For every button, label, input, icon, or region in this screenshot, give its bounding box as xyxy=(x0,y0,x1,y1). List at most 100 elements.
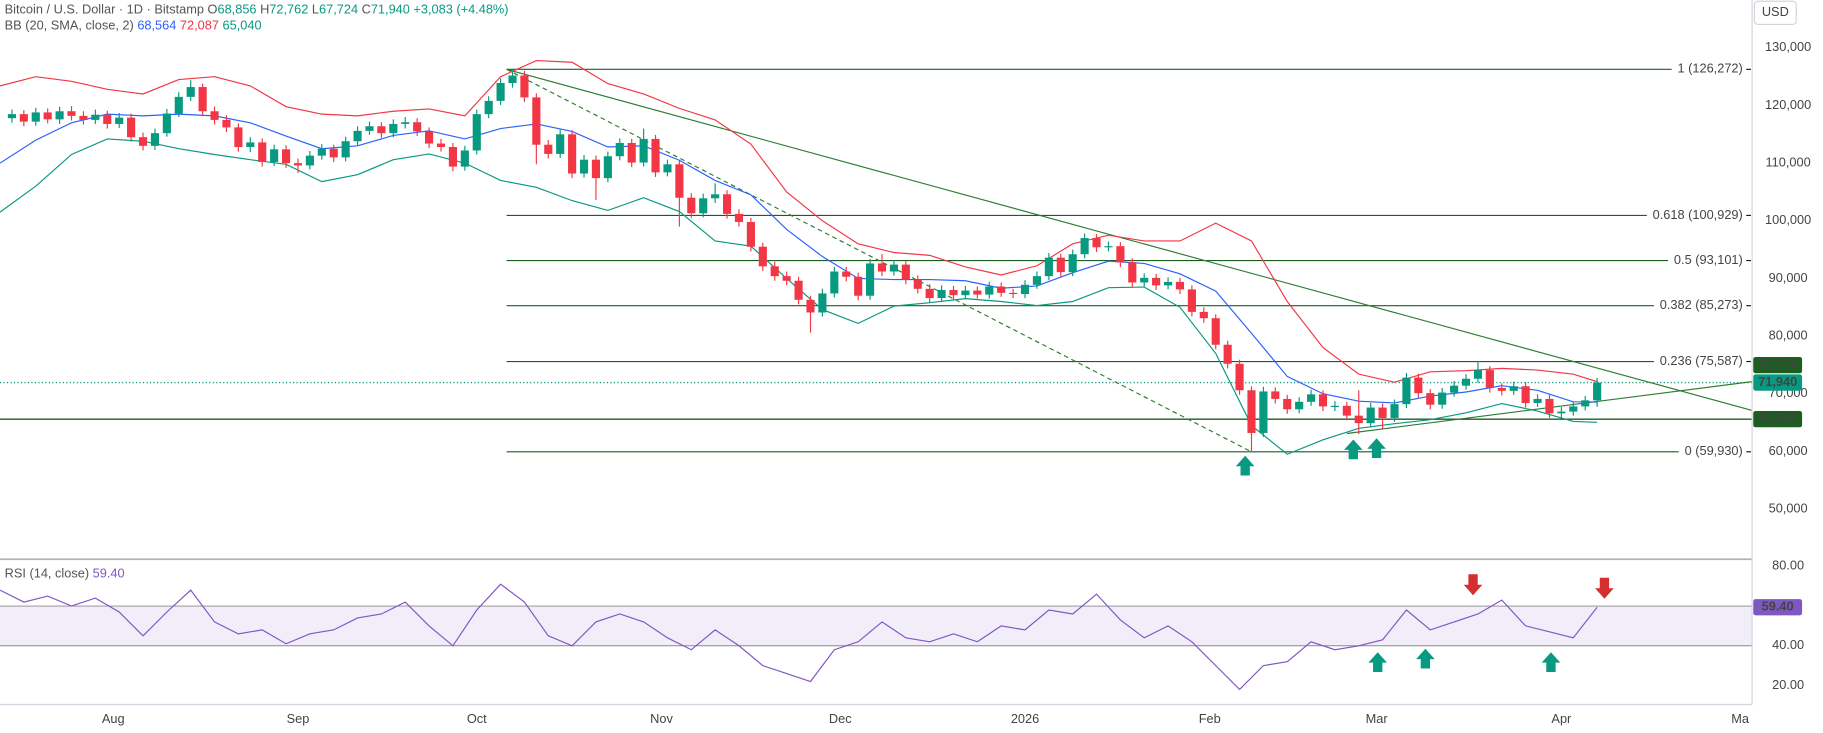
candle-body xyxy=(67,111,76,116)
candle-body xyxy=(520,75,529,98)
y-tick-label: 80,000 xyxy=(1769,327,1808,342)
rsi-name: RSI (14, close) xyxy=(5,566,89,581)
level-label: 0.618 (100,929) xyxy=(1653,207,1743,222)
candle-body xyxy=(1461,378,1471,386)
candle-body xyxy=(866,263,875,296)
candle-body xyxy=(913,279,922,289)
candle-body xyxy=(1271,391,1280,399)
candle-body xyxy=(1366,407,1375,424)
candle-body xyxy=(234,127,243,148)
candle-body xyxy=(1175,281,1185,290)
candle-body xyxy=(556,134,565,154)
candle-body xyxy=(389,123,398,134)
currency-box[interactable] xyxy=(1753,0,1797,25)
plot-layer: 50,00060,00070,00080,00090,000100,000110… xyxy=(0,39,1811,726)
ohlc-key: H xyxy=(260,2,269,17)
up-arrow xyxy=(1416,648,1435,669)
candle-body xyxy=(1163,281,1173,286)
candle-body xyxy=(830,271,839,294)
candle-body xyxy=(1557,411,1566,414)
indicator-value: 72,087 xyxy=(180,18,219,33)
level-label: 1 (126,272) xyxy=(1677,61,1742,76)
up-arrow xyxy=(1343,439,1363,460)
candle-body xyxy=(1593,382,1602,401)
candle-body xyxy=(1020,284,1030,295)
candle-body xyxy=(699,198,708,214)
candle-body xyxy=(222,119,231,128)
candle-body xyxy=(1342,405,1351,416)
candle-body xyxy=(675,164,684,198)
trend-line xyxy=(506,68,1252,453)
y-tick-label: 40.00 xyxy=(1772,637,1804,652)
price-label-box xyxy=(1753,356,1803,374)
candle-body xyxy=(985,286,994,295)
y-tick-label: 90,000 xyxy=(1769,270,1808,285)
candle-body xyxy=(925,288,934,299)
candle-body xyxy=(1509,386,1518,391)
candle-body xyxy=(1533,398,1542,403)
candle-body xyxy=(448,147,457,167)
candle-body xyxy=(1092,238,1101,248)
ohlc-value: 71,940 xyxy=(371,2,410,17)
candle-body xyxy=(1497,387,1506,391)
candle-body xyxy=(1569,406,1578,412)
candle-body xyxy=(1032,276,1042,285)
candle-body xyxy=(329,148,338,158)
candle-body xyxy=(1426,393,1435,405)
candle-body xyxy=(1211,318,1220,345)
currency[interactable]: USD xyxy=(1762,4,1789,19)
rsi-band xyxy=(0,606,1753,646)
candle-body xyxy=(961,290,970,296)
candle-body xyxy=(1235,363,1244,391)
candle-body xyxy=(1247,390,1256,433)
candle-body xyxy=(198,87,207,112)
indicator-value: 65,040 xyxy=(223,18,262,33)
rsi-label: 59.40 xyxy=(1762,599,1794,614)
candle-body xyxy=(532,97,541,145)
candle-body xyxy=(842,271,851,277)
y-tick-label: 50,000 xyxy=(1769,500,1808,515)
candle-body xyxy=(103,114,112,124)
level-label: 0.382 (85,273) xyxy=(1660,297,1743,312)
down-arrow xyxy=(1463,574,1483,596)
rsi-value: 59.40 xyxy=(93,566,125,581)
up-arrow xyxy=(1367,438,1386,459)
down-arrow xyxy=(1595,577,1614,599)
x-tick-label: Oct xyxy=(467,711,487,726)
x-tick-label: Feb xyxy=(1199,711,1221,726)
candle-body xyxy=(31,112,40,122)
x-tick-label: Ma xyxy=(1731,711,1750,726)
price-label-box xyxy=(1753,411,1803,428)
y-tick-label: 130,000 xyxy=(1765,39,1811,54)
candle-body xyxy=(1295,401,1304,410)
candle-body xyxy=(1116,246,1125,263)
candle-body xyxy=(91,114,100,120)
x-tick-label: Dec xyxy=(829,711,852,726)
level-label: 0 (59,930) xyxy=(1685,443,1743,458)
candle-body xyxy=(734,213,744,222)
candle-body xyxy=(1318,394,1328,407)
candle-body xyxy=(711,194,720,199)
rsi-header: RSI (14, close) 59.40 xyxy=(5,566,125,581)
candle-body xyxy=(1354,415,1363,424)
candle-body xyxy=(1330,405,1339,408)
candle-body xyxy=(365,126,374,131)
annotations xyxy=(1235,438,1614,672)
ohlc-value: 68,856 xyxy=(217,2,256,17)
candle-body xyxy=(246,142,255,148)
candle-body xyxy=(603,156,612,179)
candle-body xyxy=(258,142,267,162)
candle-body xyxy=(806,299,815,313)
ohlc-key: L xyxy=(312,2,319,17)
up-arrow xyxy=(1235,455,1255,476)
candle-body xyxy=(1545,398,1554,414)
candle-body xyxy=(436,143,446,148)
candle-body xyxy=(305,155,314,166)
candle-body xyxy=(722,194,732,214)
candle-body xyxy=(79,115,88,120)
candle-body xyxy=(1080,238,1089,255)
candle-body xyxy=(1581,400,1590,407)
